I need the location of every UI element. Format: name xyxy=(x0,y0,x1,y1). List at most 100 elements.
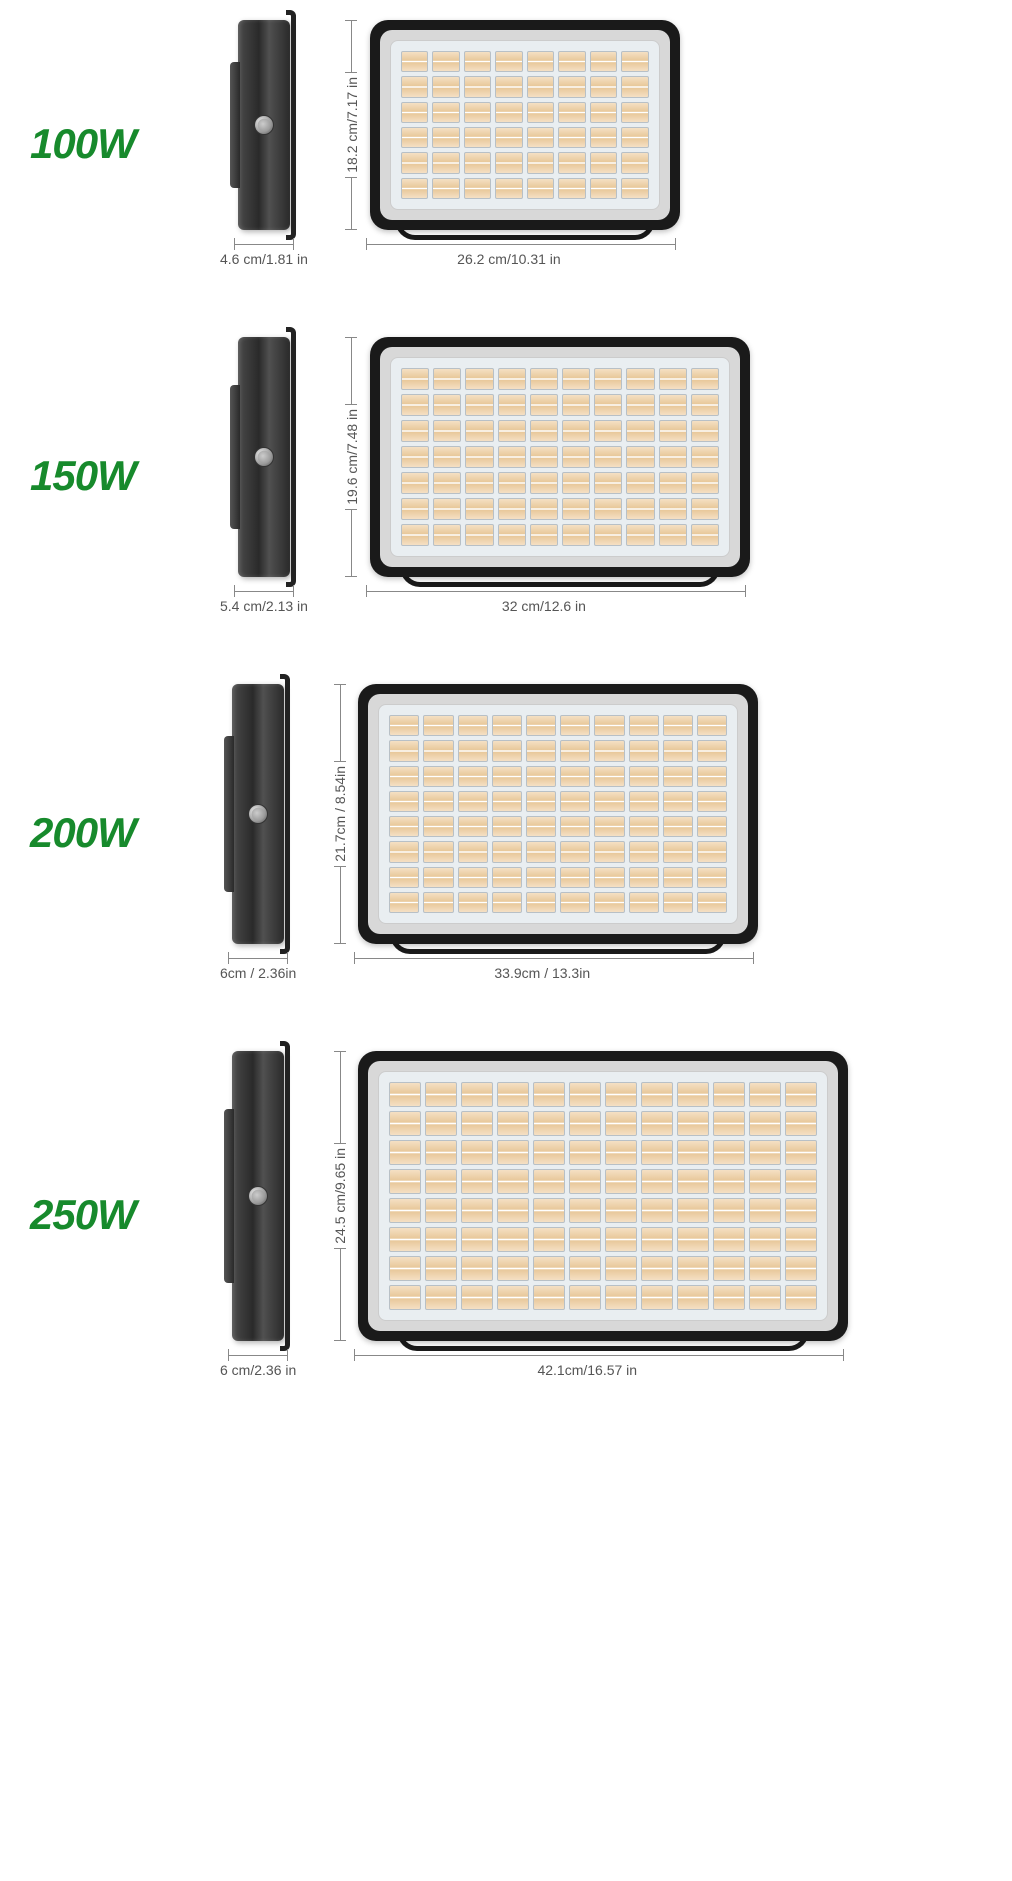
led-chip xyxy=(629,715,659,736)
led-chip xyxy=(713,1140,745,1165)
led-panel xyxy=(378,704,738,924)
height-label: 18.2 cm/7.17 in xyxy=(344,77,360,173)
floodlight-front-view xyxy=(358,684,758,944)
wattage-label: 100W xyxy=(30,120,220,168)
led-chip xyxy=(433,368,461,390)
width-dimension: 42.1cm/16.57 in xyxy=(326,1355,848,1378)
led-chip xyxy=(558,178,586,199)
led-chip xyxy=(594,892,624,913)
led-chip xyxy=(495,178,523,199)
led-chip xyxy=(590,51,618,72)
led-chip xyxy=(495,102,523,123)
led-chip xyxy=(492,816,522,837)
led-chip xyxy=(492,766,522,787)
led-chip xyxy=(713,1082,745,1107)
led-chip xyxy=(401,76,429,97)
led-chip xyxy=(401,420,429,442)
led-chip xyxy=(558,102,586,123)
floodlight-side-view xyxy=(232,684,284,944)
led-chip xyxy=(594,524,622,546)
led-chip xyxy=(558,51,586,72)
product-row: 100W4.6 cm/1.81 in18.2 cm/7.17 in26.2 cm… xyxy=(0,20,1012,267)
led-chip xyxy=(677,1227,709,1252)
led-chip xyxy=(621,178,649,199)
led-chip xyxy=(663,740,693,761)
led-chip xyxy=(492,791,522,812)
led-chip xyxy=(432,152,460,173)
bracket-front xyxy=(395,220,655,240)
led-chip xyxy=(641,1111,673,1136)
led-chip xyxy=(594,816,624,837)
led-chip xyxy=(389,892,419,913)
led-chip xyxy=(461,1285,493,1310)
led-chip xyxy=(659,446,687,468)
led-chip xyxy=(560,867,590,888)
led-chip xyxy=(401,446,429,468)
led-chip xyxy=(461,1140,493,1165)
led-chip xyxy=(492,867,522,888)
led-chip xyxy=(432,76,460,97)
led-chip xyxy=(713,1111,745,1136)
led-chip xyxy=(527,102,555,123)
led-chip xyxy=(464,152,492,173)
led-chip xyxy=(749,1256,781,1281)
led-chip xyxy=(464,76,492,97)
led-chip xyxy=(605,1111,637,1136)
led-chip xyxy=(389,816,419,837)
led-chip xyxy=(526,766,556,787)
led-chip xyxy=(594,420,622,442)
dimension-diagram: 4.6 cm/1.81 in18.2 cm/7.17 in26.2 cm/10.… xyxy=(220,20,982,267)
bracket-side xyxy=(280,1041,290,1351)
led-chip xyxy=(749,1285,781,1310)
led-chip xyxy=(785,1111,817,1136)
led-chip xyxy=(562,498,590,520)
led-chip xyxy=(498,420,526,442)
led-panel xyxy=(390,40,660,210)
height-label: 24.5 cm/9.65 in xyxy=(332,1148,348,1244)
led-chip xyxy=(497,1285,529,1310)
led-chip xyxy=(389,1198,421,1223)
floodlight-side-view xyxy=(238,337,290,577)
led-chip xyxy=(433,524,461,546)
led-chip xyxy=(461,1227,493,1252)
led-chip xyxy=(626,446,654,468)
led-chip xyxy=(527,51,555,72)
led-chip xyxy=(749,1082,781,1107)
led-chip xyxy=(464,102,492,123)
led-chip xyxy=(389,1111,421,1136)
led-chip xyxy=(626,368,654,390)
led-chip xyxy=(401,178,429,199)
mount-screw-icon xyxy=(248,804,268,824)
led-chip xyxy=(389,791,419,812)
led-chip xyxy=(401,51,429,72)
led-chip xyxy=(492,892,522,913)
led-chip xyxy=(641,1256,673,1281)
led-chip xyxy=(691,420,719,442)
led-chip xyxy=(605,1140,637,1165)
led-chip xyxy=(697,867,727,888)
led-chip xyxy=(677,1198,709,1223)
bracket-side xyxy=(286,10,296,240)
led-chip xyxy=(526,791,556,812)
led-chip xyxy=(560,816,590,837)
led-chip xyxy=(465,446,493,468)
led-chip xyxy=(389,1227,421,1252)
led-chip xyxy=(423,841,453,862)
led-chip xyxy=(663,867,693,888)
led-chip xyxy=(560,740,590,761)
bracket-side xyxy=(280,674,290,954)
width-dimension: 26.2 cm/10.31 in xyxy=(338,244,680,267)
led-chip xyxy=(458,816,488,837)
led-chip xyxy=(558,127,586,148)
led-chip xyxy=(389,740,419,761)
led-chip xyxy=(590,102,618,123)
led-chip xyxy=(749,1169,781,1194)
product-row: 200W6cm / 2.36in21.7cm / 8.54in33.9cm / … xyxy=(0,684,1012,981)
floodlight-front-view xyxy=(370,20,680,230)
led-chip xyxy=(498,498,526,520)
led-chip xyxy=(663,715,693,736)
led-chip xyxy=(785,1082,817,1107)
led-chip xyxy=(389,1140,421,1165)
led-chip xyxy=(594,867,624,888)
led-chip xyxy=(432,51,460,72)
